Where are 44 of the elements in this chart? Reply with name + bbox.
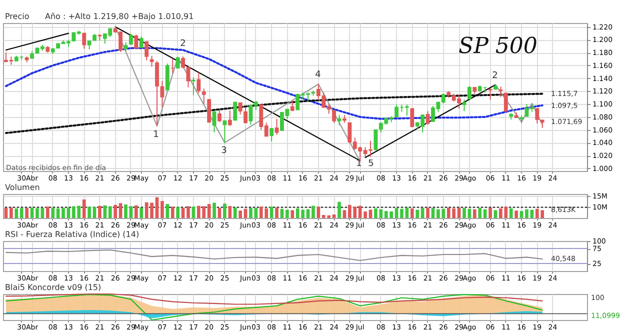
chart-title: RSI - Fuerza Relativa (Indice) (14) [5,230,140,239]
annotation: 5 [368,159,374,169]
candlestick [410,108,414,128]
candlestick [155,60,159,126]
annotation: 4 [315,70,322,80]
candlestick [244,107,248,124]
candlestick [270,127,274,142]
candlestick [504,92,508,112]
text: SP 500 [458,34,538,59]
annotation: 2 [492,71,498,81]
line-series [5,249,543,262]
candlestick [233,102,238,121]
candlestick [191,77,196,96]
annotation: 1 [153,130,159,140]
candlestick [129,33,133,45]
candlestick [124,42,128,52]
candlestick [274,118,279,136]
annotation: 3 [221,146,227,156]
candlestick [160,80,164,108]
candlestick [488,88,492,100]
annotation: 2 [180,39,186,49]
candlestick [134,34,138,50]
candlestick [150,55,154,68]
candlestick [196,72,201,94]
chart-title: Blai5 Koncorde v09 (15) [5,283,102,292]
text: Año : +Alto 1.219,80 +Bajo 1.010,91 [45,12,194,21]
candlestick [498,86,503,98]
chart-subtitle: Precio [5,12,30,21]
candlestick [176,56,180,69]
candlestick [82,32,86,50]
line-series [494,84,543,126]
chart-title: Volumen [5,183,40,192]
annotation: 1 [356,159,362,169]
candlestick [222,120,227,144]
candlestick [202,88,206,105]
candlestick [139,36,144,48]
candlestick [426,110,430,126]
candlestick [535,108,540,124]
candlestick [144,41,149,61]
candlestick [228,110,232,126]
candlestick [238,102,242,115]
candlestick [218,110,222,123]
candlestick [332,110,336,124]
candlestick [467,86,472,100]
